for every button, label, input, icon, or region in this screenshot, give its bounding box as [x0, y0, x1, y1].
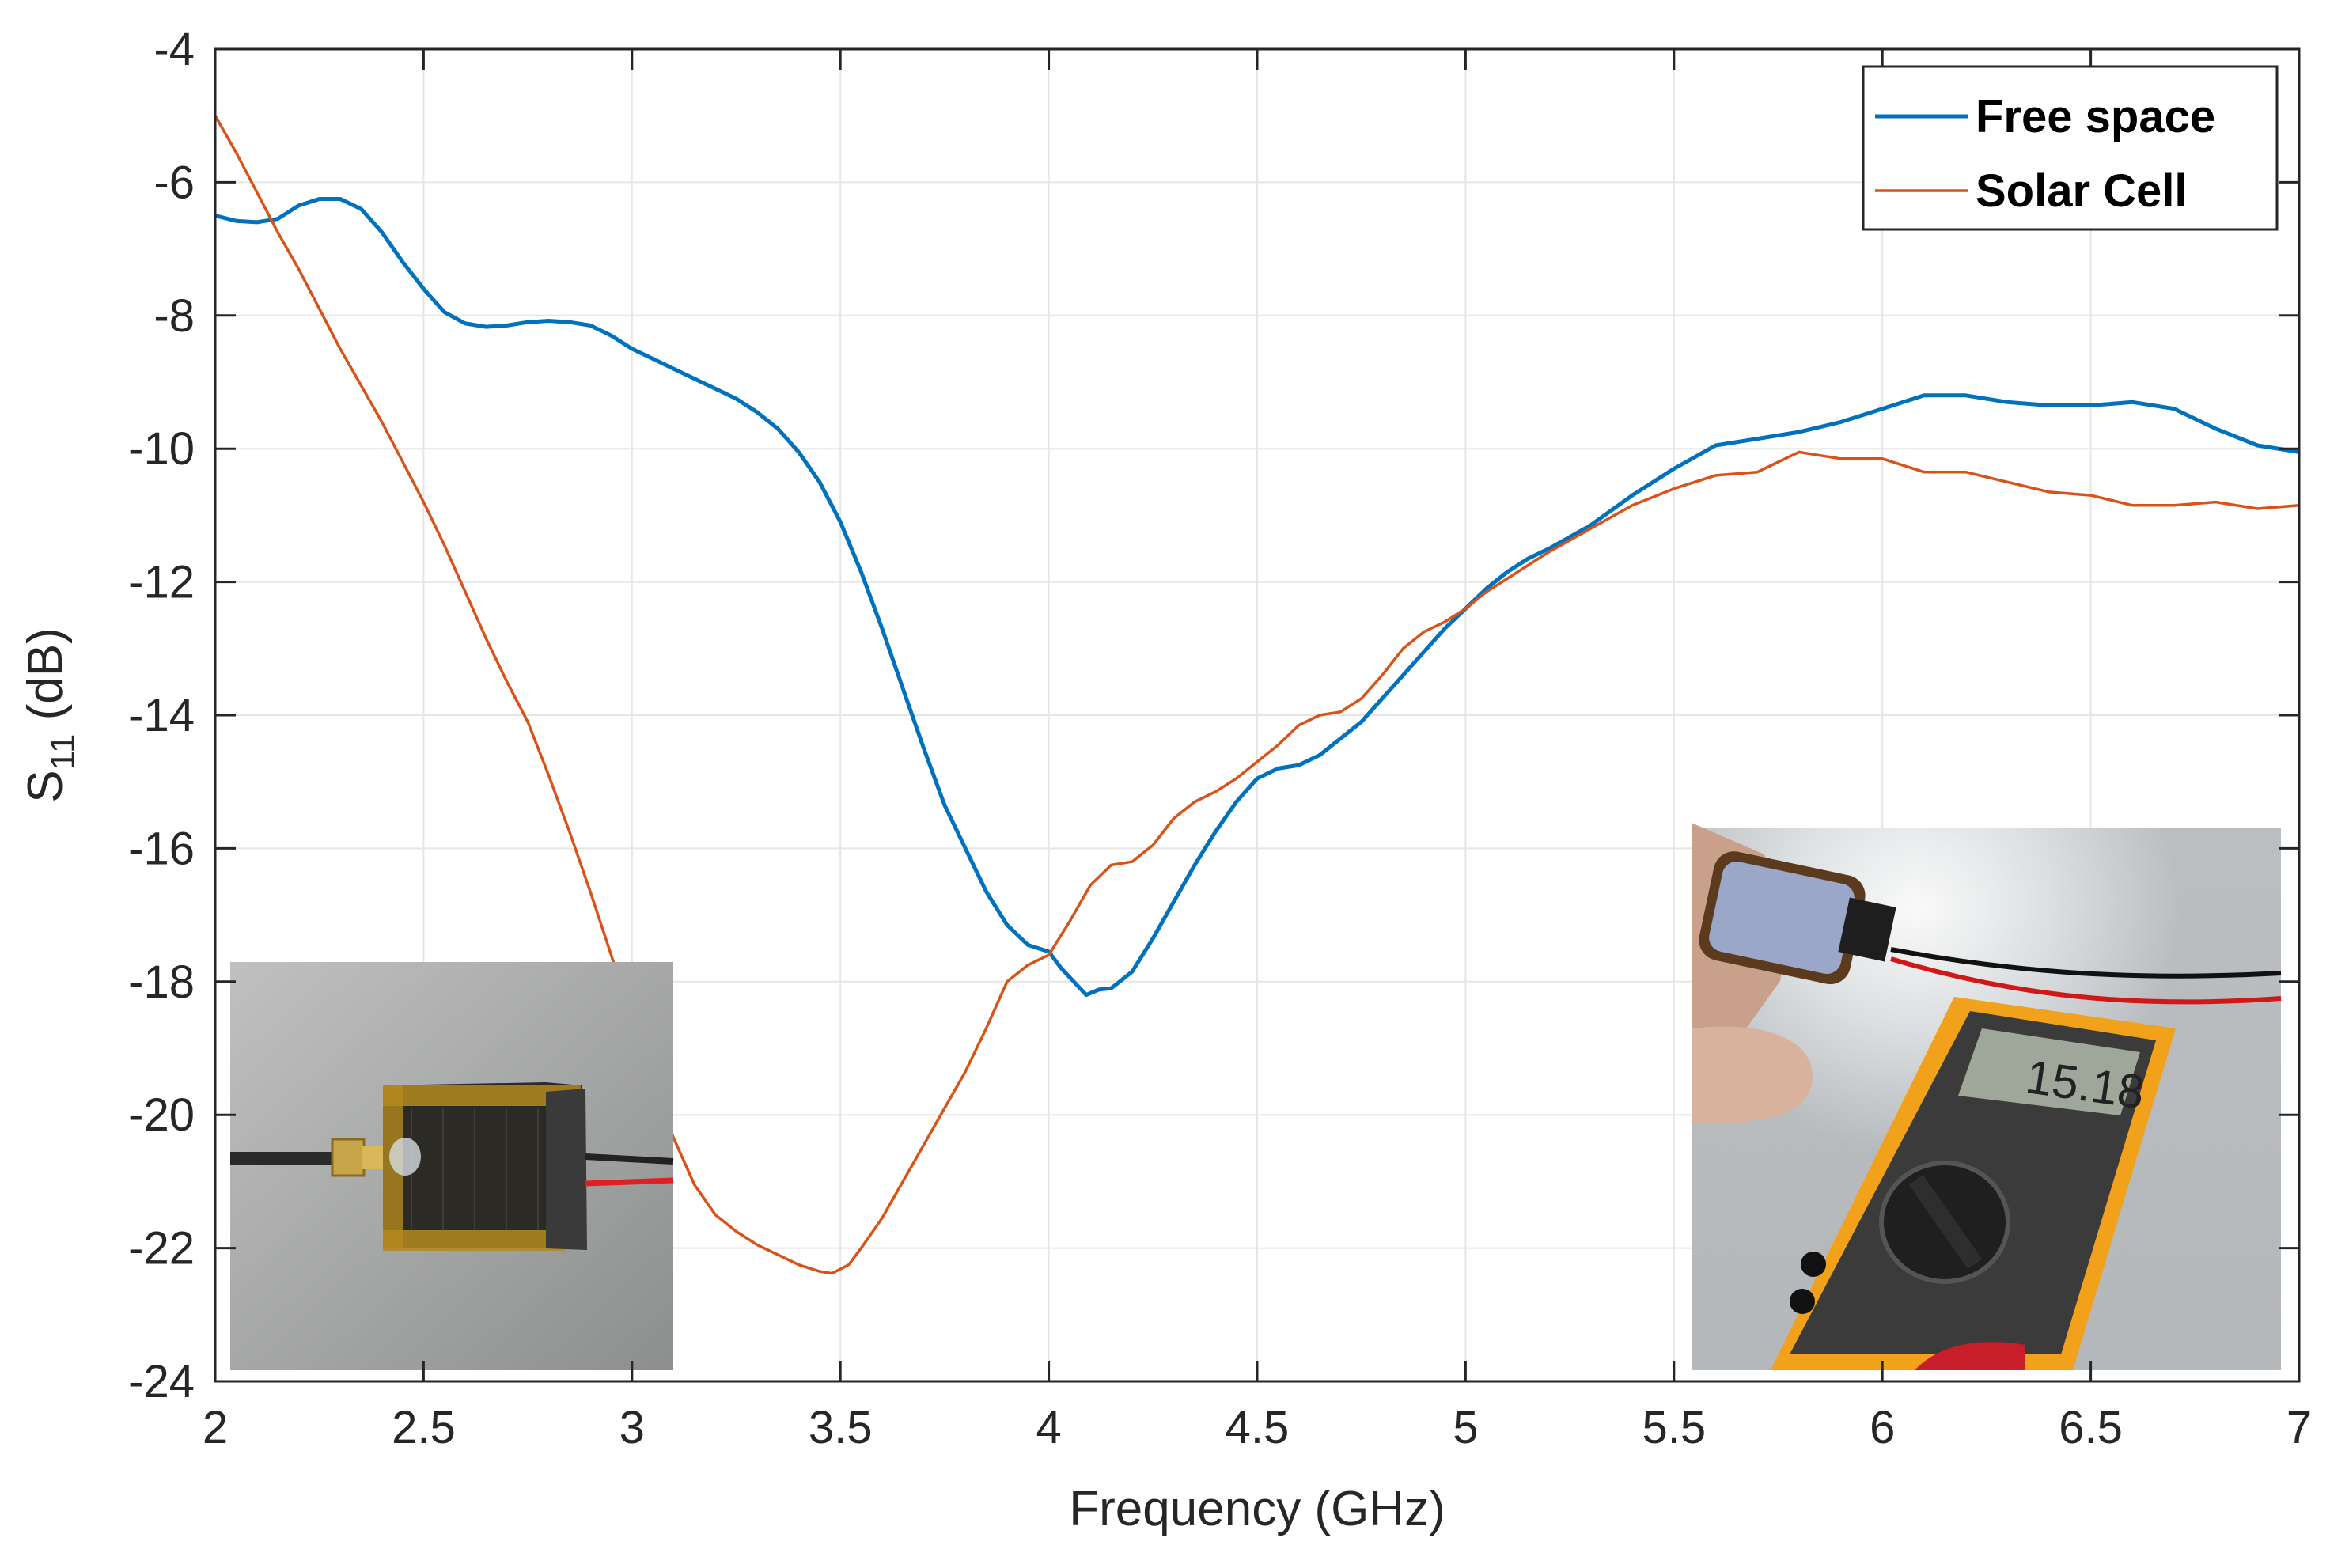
x-tick-label: 3	[619, 1402, 645, 1453]
legend: Free space Solar Cell	[1862, 65, 2279, 231]
x-tick-label: 5	[1453, 1402, 1478, 1453]
y-tick-label: -10	[128, 423, 195, 475]
x-tick-label: 4.5	[1226, 1402, 1290, 1453]
y-axis-label-unit: (dB)	[18, 627, 73, 733]
y-tick-label: -20	[128, 1089, 195, 1141]
y-tick-label: -12	[128, 557, 195, 608]
y-tick-label: -14	[128, 690, 195, 741]
y-tick-label: -6	[153, 157, 195, 208]
x-tick-label: 5.5	[1642, 1402, 1706, 1453]
series-line-free-space	[214, 197, 2300, 998]
series-lines	[214, 115, 2300, 1275]
tick-marks	[214, 47, 2301, 1383]
x-tick-labels: 2 2.5 3 3.5 4 4.5 5 5.5 6 6.5 7	[203, 1402, 2312, 1453]
y-axis-label: S11 (dB)	[18, 627, 82, 802]
series-line-solar-cell	[214, 115, 2300, 1275]
y-tick-label: -24	[128, 1356, 195, 1407]
y-tick-labels: -24 -22 -20 -18 -16 -14 -12 -10 -8 -6 -4	[128, 24, 195, 1407]
x-tick-label: 2	[203, 1402, 228, 1453]
y-axis-label-main: S	[18, 770, 73, 802]
x-tick-label: 6	[1870, 1402, 1895, 1453]
x-tick-label: 7	[2286, 1402, 2312, 1453]
multimeter-photo: 15.18	[1692, 823, 2282, 1370]
y-tick-label: -16	[128, 823, 195, 874]
solar-cell-antenna-photo	[230, 962, 674, 1370]
x-tick-label: 2.5	[392, 1402, 456, 1453]
y-tick-label: -18	[128, 956, 195, 1008]
y-tick-label: -22	[128, 1223, 195, 1274]
x-tick-label: 6.5	[2059, 1402, 2123, 1453]
legend-label-solar-cell: Solar Cell	[1976, 165, 2188, 217]
y-tick-label: -8	[153, 290, 195, 342]
y-axis-label-sub: 11	[44, 734, 82, 771]
legend-box	[1862, 65, 2279, 231]
x-axis-label: Frequency (GHz)	[1069, 1482, 1445, 1536]
x-tick-label: 3.5	[809, 1402, 873, 1453]
x-tick-label: 4	[1036, 1402, 1061, 1453]
legend-label-free-space: Free space	[1976, 91, 2215, 142]
y-tick-label: -4	[153, 24, 195, 75]
